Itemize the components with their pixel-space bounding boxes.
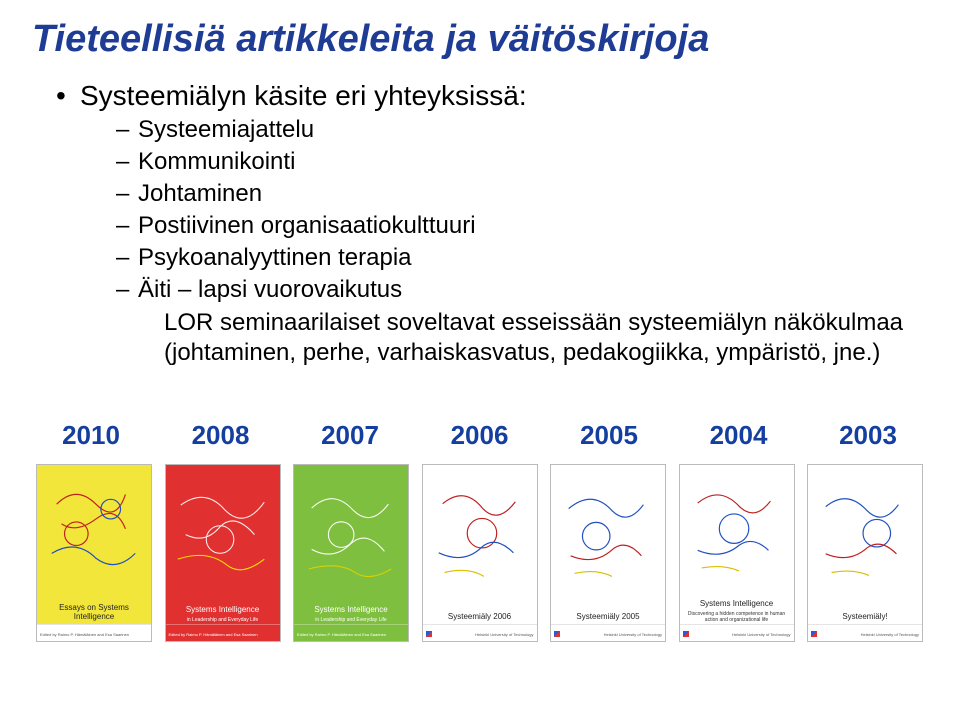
cover-publisher: Helsinki University of Technology xyxy=(732,632,790,637)
sub-bullet: Johtaminen xyxy=(116,180,927,208)
scribble-icon xyxy=(551,465,665,611)
cover-footer: Helsinki University of Technology xyxy=(423,624,537,641)
book-cover: Systems Intelligence in Leadership and E… xyxy=(293,464,409,642)
sub-bullet: Äiti – lapsi vuorovaikutus xyxy=(116,276,927,304)
cover-title: Systems Intelligence xyxy=(294,604,408,617)
cover-title: Systems Intelligence xyxy=(166,604,280,617)
year-label: 2006 xyxy=(425,420,535,451)
cover-publisher: Helsinki University of Technology xyxy=(475,632,533,637)
book-cover: Systeemiäly 2006 Helsinki University of … xyxy=(422,464,538,642)
cover-editor: Edited by Raimo P. Hämäläinen and Esa Sa… xyxy=(40,632,129,637)
bullet-main: Systeemiälyn käsite eri yhteyksissä: Sys… xyxy=(56,80,927,368)
scribble-icon xyxy=(808,465,922,611)
scribble-icon xyxy=(680,465,794,598)
book-cover: Systems Intelligence Discovering a hidde… xyxy=(679,464,795,642)
cover-footer: Edited by Raimo P. Hämäläinen and Esa Sa… xyxy=(37,624,151,641)
year-label: 2008 xyxy=(166,420,276,451)
cover-footer: Helsinki University of Technology xyxy=(680,624,794,641)
sub-bullet: Postiivinen organisaatiokulttuuri xyxy=(116,212,927,240)
cover-footer: Helsinki University of Technology xyxy=(551,624,665,641)
year-label: 2010 xyxy=(36,420,146,451)
cover-title: Essays on Systems Intelligence xyxy=(37,602,151,624)
cover-footer: Helsinki University of Technology xyxy=(808,624,922,641)
cover-subtitle: Discovering a hidden competence in human… xyxy=(680,611,794,624)
slide: Tieteellisiä artikkeleita ja väitöskirjo… xyxy=(0,0,959,701)
year-label: 2004 xyxy=(684,420,794,451)
book-cover: Systeemiäly 2005 Helsinki University of … xyxy=(550,464,666,642)
logo-icon xyxy=(554,631,560,637)
cover-subtitle: in Leadership and Everyday Life xyxy=(294,617,408,624)
bullet-list-level2: Systeemiajattelu Kommunikointi Johtamine… xyxy=(80,116,927,304)
scribble-icon xyxy=(37,465,151,602)
sub-bullet: Kommunikointi xyxy=(116,148,927,176)
cover-art xyxy=(166,465,280,604)
year-label: 2003 xyxy=(813,420,923,451)
cover-footer: Edited by Raimo P. Hämäläinen and Esa Sa… xyxy=(166,624,280,641)
cover-editor: Edited by Raimo P. Hämäläinen and Esa Sa… xyxy=(169,632,258,637)
logo-icon xyxy=(683,631,689,637)
year-label: 2007 xyxy=(295,420,405,451)
cover-editor: Edited by Raimo P. Hämäläinen and Esa Sa… xyxy=(297,632,386,637)
cover-art xyxy=(294,465,408,604)
cover-art xyxy=(37,465,151,602)
cover-title: Systeemiäly! xyxy=(808,611,922,624)
logo-icon xyxy=(811,631,817,637)
bullet-main-text: Systeemiälyn käsite eri yhteyksissä: xyxy=(80,80,527,111)
cover-art xyxy=(808,465,922,611)
years-row: 2010 2008 2007 2006 2005 2004 2003 xyxy=(0,420,959,451)
cover-publisher: Helsinki University of Technology xyxy=(861,632,919,637)
sub-note: LOR seminaarilaiset soveltavat esseissää… xyxy=(164,308,927,368)
book-cover: Systeemiäly! Helsinki University of Tech… xyxy=(807,464,923,642)
book-cover: Essays on Systems Intelligence Edited by… xyxy=(36,464,152,642)
cover-title: Systems Intelligence xyxy=(680,598,794,611)
book-cover: Systems Intelligence in Leadership and E… xyxy=(165,464,281,642)
cover-publisher: Helsinki University of Technology xyxy=(604,632,662,637)
scribble-icon xyxy=(423,465,537,611)
cover-art xyxy=(680,465,794,598)
sub-bullet: Psykoanalyyttinen terapia xyxy=(116,244,927,272)
year-label: 2005 xyxy=(554,420,664,451)
cover-art xyxy=(551,465,665,611)
sub-bullet: Systeemiajattelu xyxy=(116,116,927,144)
cover-title: Systeemiäly 2005 xyxy=(551,611,665,624)
page-title: Tieteellisiä artikkeleita ja väitöskirjo… xyxy=(32,18,927,62)
logo-icon xyxy=(426,631,432,637)
cover-footer: Edited by Raimo P. Hämäläinen and Esa Sa… xyxy=(294,624,408,641)
bullet-list-level1: Systeemiälyn käsite eri yhteyksissä: Sys… xyxy=(32,80,927,368)
cover-art xyxy=(423,465,537,611)
scribble-icon xyxy=(294,465,408,604)
cover-title: Systeemiäly 2006 xyxy=(423,611,537,624)
covers-row: Essays on Systems Intelligence Edited by… xyxy=(0,464,959,642)
cover-subtitle: in Leadership and Everyday Life xyxy=(166,617,280,624)
scribble-icon xyxy=(166,465,280,604)
